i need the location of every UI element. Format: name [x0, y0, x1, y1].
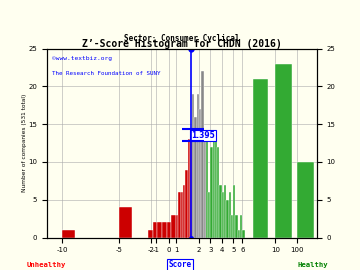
Bar: [208, 192, 210, 238]
Text: The Research Foundation of SUNY: The Research Foundation of SUNY: [52, 71, 161, 76]
Bar: [231, 215, 233, 238]
Bar: [224, 185, 226, 238]
Bar: [62, 230, 75, 238]
Bar: [176, 215, 178, 238]
Bar: [215, 139, 217, 238]
Text: Healthy: Healthy: [298, 262, 329, 268]
Bar: [213, 139, 215, 238]
Bar: [222, 192, 224, 238]
Bar: [201, 71, 203, 238]
Bar: [203, 132, 206, 238]
Bar: [188, 139, 190, 238]
Bar: [181, 192, 183, 238]
Bar: [197, 94, 199, 238]
Bar: [233, 185, 235, 238]
Bar: [229, 192, 231, 238]
Bar: [178, 192, 181, 238]
Text: Score: Score: [168, 260, 192, 269]
Bar: [275, 64, 292, 238]
Bar: [192, 94, 194, 238]
Bar: [120, 207, 132, 238]
Bar: [206, 139, 208, 238]
Bar: [242, 230, 245, 238]
Bar: [240, 215, 242, 238]
Bar: [199, 109, 201, 238]
Bar: [153, 222, 157, 238]
Bar: [167, 222, 171, 238]
Bar: [217, 147, 220, 238]
Title: Z’-Score Histogram for CHDN (2016): Z’-Score Histogram for CHDN (2016): [82, 39, 282, 49]
Bar: [210, 147, 213, 238]
Text: 1.395: 1.395: [192, 131, 215, 140]
Bar: [297, 162, 314, 238]
Bar: [194, 117, 197, 238]
Bar: [183, 185, 185, 238]
Bar: [171, 215, 176, 238]
Bar: [190, 132, 192, 238]
Bar: [238, 230, 240, 238]
Bar: [162, 222, 167, 238]
Text: ©www.textbiz.org: ©www.textbiz.org: [52, 56, 112, 61]
Bar: [226, 200, 229, 238]
Y-axis label: Number of companies (531 total): Number of companies (531 total): [22, 94, 27, 192]
Bar: [253, 79, 268, 238]
Text: Unhealthy: Unhealthy: [27, 262, 67, 268]
Bar: [148, 230, 153, 238]
Bar: [185, 170, 188, 238]
Bar: [157, 222, 162, 238]
Bar: [235, 215, 238, 238]
Text: Sector: Consumer Cyclical: Sector: Consumer Cyclical: [124, 34, 240, 43]
Bar: [220, 185, 222, 238]
